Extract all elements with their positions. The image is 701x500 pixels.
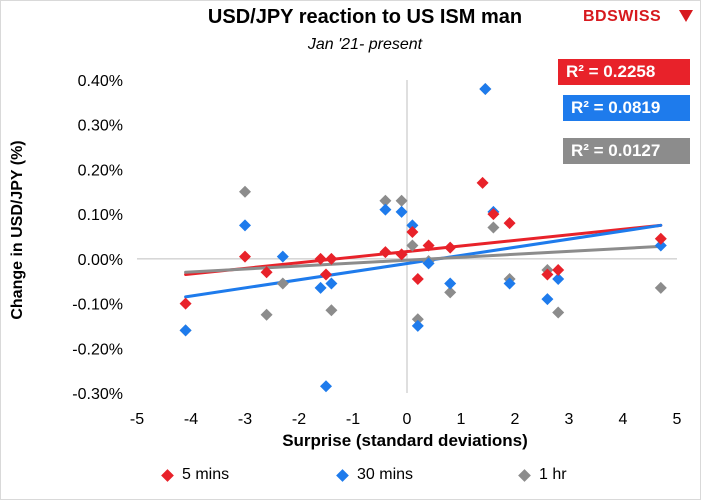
data-point-1-hr [552, 306, 565, 319]
data-point-5-mins [179, 297, 192, 310]
data-point-5-mins [444, 241, 457, 254]
data-point-5-mins [320, 268, 332, 281]
data-point-5-mins [314, 252, 327, 265]
x-tick-label: -3 [238, 411, 252, 428]
data-point-30-mins [320, 380, 332, 393]
data-point-5-mins [552, 264, 565, 277]
r2-label-30-mins: R² = 0.0819 [563, 95, 690, 121]
trend-line-1-hr [184, 244, 663, 274]
data-point-1-hr [406, 239, 419, 252]
legend-label-1-hr: 1 hr [539, 466, 567, 483]
data-point-5-mins [395, 248, 408, 261]
trend-line-5-mins [184, 223, 663, 277]
y-tick-label: 0.40% [78, 73, 123, 90]
data-point-30-mins [654, 239, 667, 252]
data-point-30-mins [325, 277, 338, 290]
data-point-5-mins [406, 226, 419, 239]
y-tick-label: -0.30% [72, 386, 123, 403]
data-point-1-hr [276, 277, 289, 290]
data-point-5-mins [422, 239, 435, 252]
data-point-5-mins [476, 176, 489, 189]
data-point-30-mins [314, 281, 327, 294]
logo-triangle-icon [679, 10, 693, 22]
data-point-5-mins [379, 246, 392, 259]
data-point-30-mins [395, 205, 408, 218]
x-tick-label: 5 [673, 411, 682, 428]
x-axis-label: Surprise (standard deviations) [282, 431, 528, 450]
r2-label-5-mins: R² = 0.2258 [558, 59, 690, 85]
x-tick-label: -2 [292, 411, 306, 428]
diamond-red-icon [161, 468, 174, 482]
data-point-30-mins [276, 250, 289, 263]
data-point-30-mins [239, 219, 251, 232]
y-tick-label: 0.30% [78, 118, 123, 135]
y-tick-label: 0.00% [78, 252, 123, 269]
y-axis-label-text: Change in USD/JPY (%) [9, 140, 26, 320]
x-tick-label: 4 [619, 411, 628, 428]
data-point-1-hr [239, 185, 251, 198]
diamond-gray-icon [518, 468, 531, 482]
data-point-1-hr [395, 194, 408, 207]
data-point-30-mins [541, 293, 554, 306]
y-tick-label: -0.20% [72, 341, 123, 358]
data-point-1-hr [444, 286, 457, 299]
data-point-5-mins [541, 268, 554, 281]
data-point-5-mins [260, 266, 273, 279]
data-point-1-hr [379, 194, 392, 207]
brand-logo: BDSWISS [583, 8, 661, 26]
legend-label-5-mins: 5 mins [182, 466, 230, 483]
x-tick-label: -4 [184, 411, 198, 428]
data-point-5-mins [487, 208, 500, 221]
data-point-5-mins [325, 252, 338, 265]
y-tick-label: 0.10% [78, 207, 123, 224]
data-point-30-mins [479, 82, 492, 95]
x-tick-label: 0 [403, 411, 412, 428]
r2-label-1-hr: R² = 0.0127 [563, 138, 690, 164]
data-point-1-hr [487, 221, 500, 234]
data-point-5-mins [654, 232, 667, 245]
data-point-1-hr [411, 313, 424, 326]
data-point-30-mins [444, 277, 457, 290]
logo-bd-text: BD [583, 8, 608, 25]
data-point-1-hr [654, 281, 667, 294]
legend-item-30-mins: 30 mins [336, 466, 414, 484]
chart-title: USD/JPY reaction to US ISM man [207, 6, 523, 28]
x-tick-label: -1 [346, 411, 360, 428]
x-tick-label: 2 [511, 411, 520, 428]
data-point-5-mins [503, 217, 516, 230]
data-point-30-mins [552, 272, 565, 285]
x-tick-label: 1 [457, 411, 466, 428]
data-point-30-mins [379, 203, 392, 216]
data-point-30-mins [179, 324, 192, 337]
x-tick-label: 3 [565, 411, 574, 428]
data-point-30-mins [503, 277, 516, 290]
diamond-blue-icon [336, 468, 349, 482]
data-point-5-mins [411, 272, 424, 285]
data-point-30-mins [422, 257, 435, 270]
data-point-30-mins [406, 219, 419, 232]
logo-swiss-text: SWISS [607, 8, 662, 25]
data-point-5-mins [239, 250, 251, 263]
data-point-1-hr [260, 308, 273, 321]
data-point-30-mins [411, 319, 424, 332]
x-tick-label: -5 [130, 411, 144, 428]
legend-label-30-mins: 30 mins [357, 466, 414, 483]
legend-item-5-mins: 5 mins [161, 466, 230, 484]
y-axis-label: Change in USD/JPY (%) [8, 90, 28, 370]
y-tick-label: -0.10% [72, 297, 123, 314]
chart-subtitle: Jan '21- present [307, 36, 423, 53]
data-point-1-hr [325, 304, 338, 317]
y-tick-label: 0.20% [78, 162, 123, 179]
legend-item-1-hr: 1 hr [518, 466, 567, 484]
